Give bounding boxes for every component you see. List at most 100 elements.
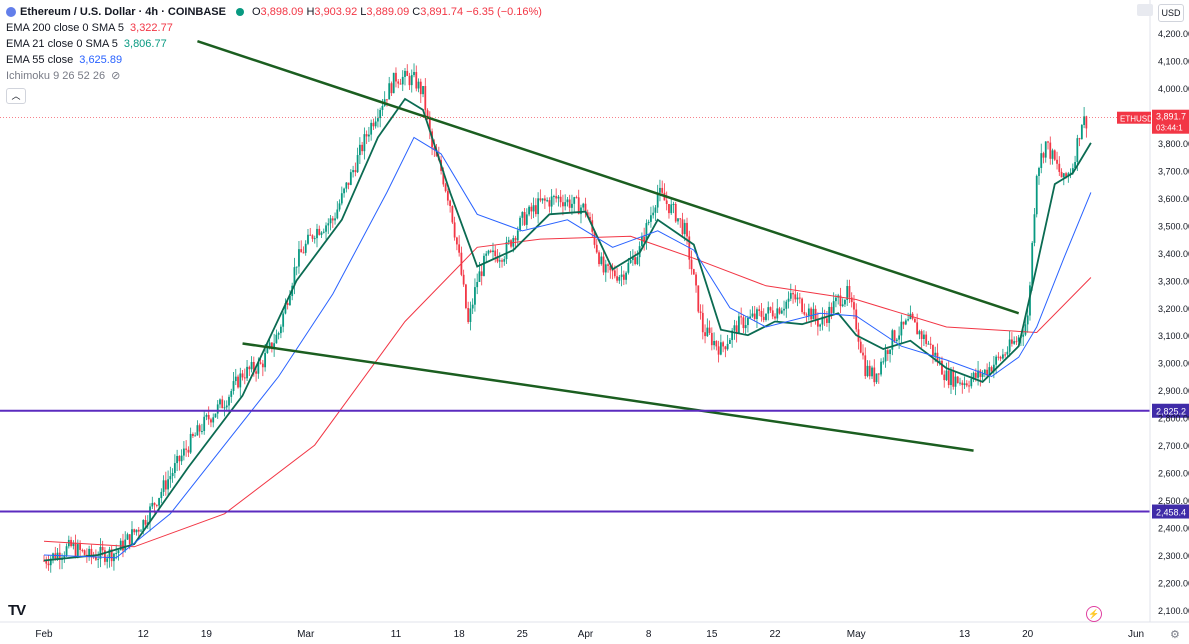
indicator-ichimoku[interactable]: Ichimoku 9 26 52 26 ⊘ — [6, 70, 121, 82]
candle-body — [830, 306, 833, 313]
candle-body — [553, 196, 555, 198]
candle-body — [196, 425, 199, 436]
candle-body — [925, 334, 928, 344]
settings-icon[interactable]: ⚙ — [1170, 629, 1180, 641]
candle-body — [167, 479, 169, 490]
candle-body — [422, 86, 424, 95]
candle-body — [575, 197, 578, 199]
candle-body — [252, 361, 255, 372]
candle-body — [722, 342, 725, 347]
x-tick-label: 20 — [1022, 629, 1034, 640]
candle-body — [695, 274, 697, 286]
candle-body — [742, 317, 745, 329]
candle-body — [568, 199, 571, 208]
candle-body — [566, 199, 569, 203]
y-tick-label: 4,200.00 — [1158, 29, 1189, 39]
candle-body — [1044, 141, 1047, 158]
y-tick-label: 3,500.00 — [1158, 221, 1189, 231]
y-tick-label: 2,800.00 — [1158, 414, 1189, 424]
candle-body — [616, 276, 618, 281]
candle-body — [828, 306, 831, 323]
candle-body — [548, 200, 551, 207]
indicator-ema200[interactable]: EMA 200 close 0 SMA 5 3,322.77 — [6, 22, 173, 34]
candle-body — [774, 316, 776, 319]
candle-body — [180, 455, 183, 462]
candle-body — [406, 70, 409, 76]
candle-body — [636, 257, 639, 265]
candle-body — [480, 271, 483, 276]
candle-body — [708, 327, 711, 333]
candle-body — [514, 238, 517, 241]
candle-body — [302, 252, 305, 254]
candle-body — [519, 217, 521, 231]
candle-body — [401, 76, 404, 85]
candle-body — [101, 546, 104, 551]
candle-body — [977, 370, 979, 378]
candle-body — [1040, 153, 1043, 168]
eye-off-icon[interactable]: ⊘ — [111, 70, 121, 82]
candle-body — [850, 297, 853, 303]
candle-body — [965, 383, 968, 386]
candle-body — [104, 550, 106, 562]
candle-body — [839, 295, 842, 307]
candle-body — [602, 256, 605, 273]
candle-body — [941, 360, 943, 375]
y-tick-label: 3,800.00 — [1158, 139, 1189, 149]
y-tick-label: 2,200.00 — [1158, 579, 1189, 589]
candle-body — [769, 307, 772, 311]
candle-body — [428, 116, 431, 132]
candle-body — [140, 530, 142, 532]
candle-body — [126, 534, 129, 540]
ema55-line — [43, 136, 1092, 559]
candle-body — [122, 540, 124, 551]
x-tick-label: Apr — [578, 629, 594, 640]
candle-body — [273, 343, 276, 350]
candle-body — [307, 234, 309, 244]
indicator-ema55[interactable]: EMA 55 close 3,625.89 — [6, 54, 123, 66]
candle-body — [622, 274, 625, 280]
candle-body — [201, 431, 203, 433]
candle-body — [99, 546, 102, 559]
candle-body — [889, 349, 891, 354]
chevron-up-icon[interactable]: ︿ — [6, 88, 26, 104]
candle-body — [868, 365, 871, 377]
candle-body — [961, 382, 964, 386]
candle-body — [970, 378, 973, 387]
candle-body — [390, 83, 393, 94]
candle-body — [805, 314, 808, 316]
y-tick-label: 2,300.00 — [1158, 551, 1189, 561]
candle-body — [110, 549, 113, 562]
candle-body — [476, 281, 479, 288]
candle-body — [149, 506, 151, 523]
indicator-ema21[interactable]: EMA 21 close 0 SMA 5 3,806.77 — [6, 38, 167, 50]
candle-body — [94, 556, 97, 560]
candle-body — [999, 356, 1002, 359]
candle-body — [192, 433, 194, 437]
candle-body — [164, 480, 167, 490]
candle-body — [866, 365, 869, 377]
candle-body — [433, 147, 436, 150]
candle-body — [555, 196, 558, 199]
candle-body — [882, 361, 885, 363]
candle-body — [900, 321, 903, 336]
symbol-title[interactable]: Ethereum / U.S. Dollar · 4h · COINBASE — [20, 6, 226, 18]
candle-body — [1001, 354, 1004, 359]
candle-body — [699, 311, 702, 313]
candle-body — [943, 374, 946, 381]
candle-body — [611, 270, 614, 272]
candle-body — [974, 372, 977, 378]
candle-body — [501, 260, 503, 262]
candle-body — [1051, 150, 1054, 159]
candle-body — [792, 293, 794, 295]
currency-button[interactable]: USD — [1158, 4, 1184, 22]
candle-body — [853, 302, 855, 310]
candle-body — [918, 331, 921, 335]
y-tick-label: 2,900.00 — [1158, 386, 1189, 396]
candle-body — [670, 204, 673, 214]
candle-body — [979, 370, 982, 377]
live-dot-icon — [235, 8, 244, 16]
candle-body — [162, 480, 165, 492]
bolt-icon[interactable]: ⚡ — [1086, 606, 1102, 622]
layout-toggle[interactable] — [1137, 4, 1153, 16]
